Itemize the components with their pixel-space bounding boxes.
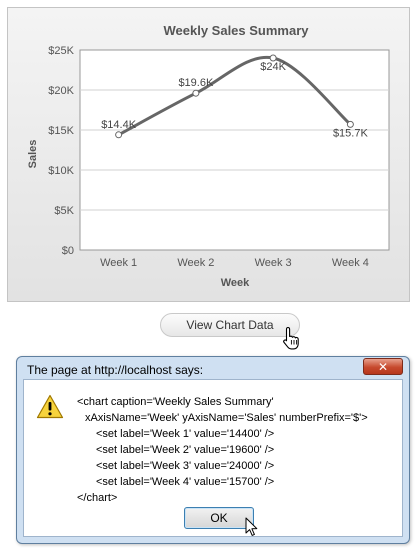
data-point bbox=[115, 131, 123, 139]
y-tick-label: $10K bbox=[48, 165, 74, 177]
arrow-cursor-icon bbox=[245, 517, 258, 536]
x-axis-title: Week bbox=[221, 277, 250, 289]
ok-button[interactable]: OK bbox=[184, 507, 254, 529]
close-button[interactable]: ✕ bbox=[363, 358, 403, 375]
view-chart-data-button[interactable]: View Chart Data bbox=[160, 313, 300, 337]
alert-dialog: The page at http://localhost says: ✕ <ch… bbox=[16, 356, 410, 544]
x-tick-label: Week 1 bbox=[100, 257, 137, 269]
dialog-title: The page at http://localhost says: bbox=[27, 363, 204, 377]
message-line: <set label='Week 4' value='15700' /> bbox=[96, 476, 275, 488]
x-tick-label: Week 3 bbox=[255, 257, 292, 269]
data-points bbox=[115, 54, 354, 139]
y-tick-labels: $0 $5K $10K $15K $20K $25K bbox=[48, 45, 74, 257]
grid-lines bbox=[80, 89, 389, 211]
data-point bbox=[192, 89, 200, 97]
y-tick-label: $0 bbox=[62, 245, 74, 257]
sales-line-chart: Weekly Sales Summary $0 $5K $10K $15K $20K $2… bbox=[27, 23, 390, 289]
data-label: $14.4K bbox=[101, 119, 137, 131]
x-tick-labels: Week 1 Week 2 Week 3 Week 4 bbox=[100, 257, 369, 269]
message-line: <set label='Week 1' value='14400' /> bbox=[96, 428, 275, 440]
plot-area bbox=[79, 49, 390, 251]
y-axis-title: Sales bbox=[27, 140, 39, 169]
message-line: <chart caption='Weekly Sales Summary' bbox=[77, 396, 274, 408]
series-line bbox=[117, 55, 352, 137]
message-line: xAxisName='Week' yAxisName='Sales' numbe… bbox=[82, 412, 368, 424]
data-labels: $14.4K $19.6K $24K $15.7K bbox=[101, 61, 368, 139]
dialog-body: <chart caption='Weekly Sales Summary' xA… bbox=[23, 379, 403, 537]
hand-cursor-icon bbox=[283, 326, 299, 350]
data-label: $15.7K bbox=[333, 127, 369, 139]
x-tick-label: Week 2 bbox=[177, 257, 214, 269]
data-point bbox=[346, 120, 354, 128]
y-tick-label: $20K bbox=[48, 85, 74, 97]
message-line: </chart> bbox=[77, 492, 118, 504]
data-label: $19.6K bbox=[178, 77, 214, 89]
chart-title: Weekly Sales Summary bbox=[163, 23, 309, 38]
y-tick-label: $25K bbox=[48, 45, 74, 57]
data-point bbox=[269, 54, 277, 62]
message-line: <set label='Week 3' value='24000' /> bbox=[96, 460, 275, 472]
warning-icon bbox=[36, 394, 64, 419]
message-line: <set label='Week 2' value='19600' /> bbox=[96, 444, 275, 456]
chart-panel: Weekly Sales Summary $0 $5K $10K $15K $20K $2… bbox=[7, 7, 410, 302]
y-tick-label: $5K bbox=[54, 205, 74, 217]
x-tick-label: Week 4 bbox=[332, 257, 369, 269]
y-tick-label: $15K bbox=[48, 125, 74, 137]
data-label: $24K bbox=[260, 61, 286, 73]
